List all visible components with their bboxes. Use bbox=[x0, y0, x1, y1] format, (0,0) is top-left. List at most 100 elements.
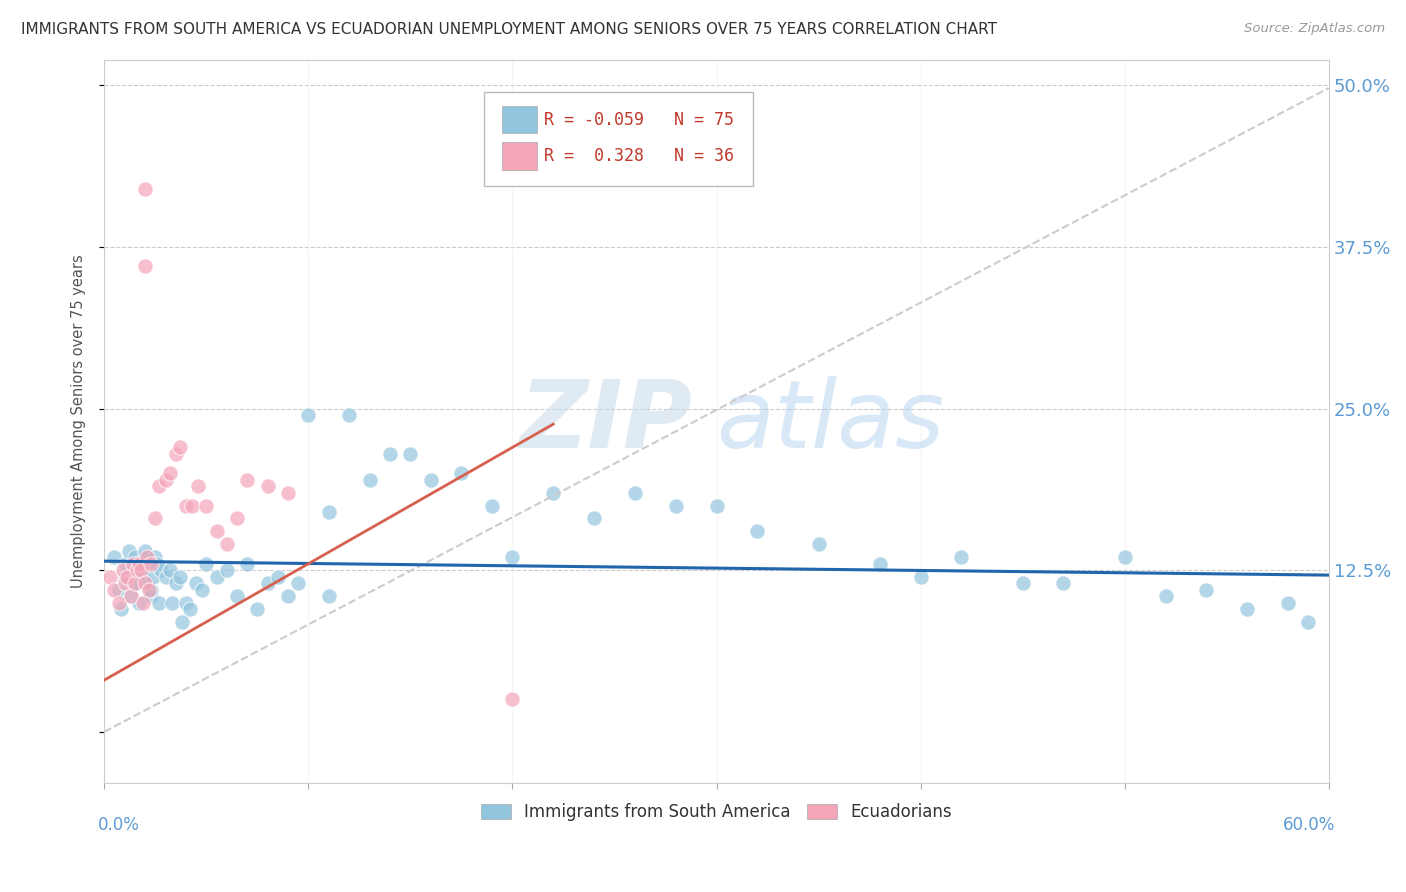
Point bbox=[129, 563, 152, 577]
Point bbox=[215, 563, 238, 577]
Point bbox=[165, 576, 187, 591]
Point bbox=[114, 576, 136, 591]
Point bbox=[1011, 576, 1033, 591]
Point bbox=[1052, 576, 1074, 591]
Point bbox=[1236, 602, 1258, 616]
Point bbox=[134, 550, 156, 565]
Y-axis label: Unemployment Among Seniors over 75 years: Unemployment Among Seniors over 75 years bbox=[72, 255, 86, 589]
Point bbox=[169, 569, 191, 583]
Point bbox=[195, 499, 218, 513]
Point bbox=[107, 595, 129, 609]
Point bbox=[132, 595, 155, 609]
Point bbox=[115, 569, 138, 583]
Point bbox=[121, 557, 143, 571]
Point bbox=[226, 589, 249, 603]
Point bbox=[100, 569, 122, 583]
Point bbox=[236, 473, 259, 487]
Point bbox=[277, 589, 299, 603]
Point bbox=[124, 576, 146, 591]
Point bbox=[170, 615, 193, 629]
Point bbox=[155, 473, 177, 487]
Point bbox=[869, 557, 891, 571]
Point bbox=[134, 182, 156, 196]
Point bbox=[419, 473, 441, 487]
Point bbox=[148, 479, 170, 493]
Point bbox=[191, 582, 214, 597]
Point bbox=[624, 485, 647, 500]
Point bbox=[103, 582, 125, 597]
Point bbox=[120, 589, 142, 603]
Point bbox=[543, 485, 565, 500]
Point bbox=[142, 569, 165, 583]
Point bbox=[256, 576, 278, 591]
Point bbox=[910, 569, 932, 583]
Point bbox=[125, 563, 148, 577]
Point bbox=[807, 537, 830, 551]
Point bbox=[359, 473, 381, 487]
Point bbox=[706, 499, 728, 513]
Point bbox=[103, 550, 125, 565]
FancyBboxPatch shape bbox=[484, 92, 754, 186]
Point bbox=[174, 499, 197, 513]
Point bbox=[277, 485, 299, 500]
Point bbox=[501, 550, 523, 565]
Point bbox=[165, 447, 187, 461]
Point bbox=[399, 447, 422, 461]
Text: R = -0.059   N = 75: R = -0.059 N = 75 bbox=[544, 111, 734, 128]
Point bbox=[205, 569, 228, 583]
Point bbox=[195, 557, 218, 571]
Point bbox=[226, 511, 249, 525]
Point bbox=[159, 467, 181, 481]
Point bbox=[1114, 550, 1136, 565]
Point bbox=[118, 544, 141, 558]
Point bbox=[747, 524, 769, 539]
Point bbox=[148, 595, 170, 609]
Point bbox=[134, 576, 156, 591]
Point bbox=[1277, 595, 1299, 609]
Point bbox=[129, 557, 152, 571]
Point bbox=[124, 576, 146, 591]
Point bbox=[184, 576, 207, 591]
Point bbox=[181, 499, 204, 513]
Point bbox=[134, 260, 156, 274]
Text: ZIP: ZIP bbox=[519, 376, 692, 467]
Point bbox=[287, 576, 309, 591]
Point bbox=[583, 511, 606, 525]
Point bbox=[246, 602, 269, 616]
Point bbox=[143, 550, 166, 565]
Point bbox=[236, 557, 259, 571]
Point bbox=[138, 557, 160, 571]
Point bbox=[138, 582, 160, 597]
Point bbox=[1298, 615, 1320, 629]
Point bbox=[136, 550, 159, 565]
Point bbox=[124, 550, 146, 565]
Point bbox=[128, 595, 150, 609]
Point bbox=[187, 479, 209, 493]
Point bbox=[121, 557, 143, 571]
Legend: Immigrants from South America, Ecuadorians: Immigrants from South America, Ecuadoria… bbox=[472, 795, 960, 830]
Point bbox=[1154, 589, 1177, 603]
Point bbox=[155, 569, 177, 583]
Point bbox=[129, 563, 152, 577]
Text: 0.0%: 0.0% bbox=[98, 816, 141, 834]
Point bbox=[450, 467, 472, 481]
Text: 60.0%: 60.0% bbox=[1282, 816, 1334, 834]
Point bbox=[128, 557, 150, 571]
Point bbox=[1195, 582, 1218, 597]
Point bbox=[160, 595, 183, 609]
Point bbox=[378, 447, 401, 461]
Text: R =  0.328   N = 36: R = 0.328 N = 36 bbox=[544, 147, 734, 165]
Point bbox=[179, 602, 201, 616]
Point bbox=[141, 582, 163, 597]
Point bbox=[337, 408, 360, 422]
Point bbox=[665, 499, 688, 513]
Point bbox=[215, 537, 238, 551]
Point bbox=[136, 576, 159, 591]
Point bbox=[141, 557, 163, 571]
Point bbox=[297, 408, 319, 422]
Point bbox=[256, 479, 278, 493]
Point bbox=[114, 557, 136, 571]
Point bbox=[114, 569, 136, 583]
Point bbox=[481, 499, 503, 513]
Text: Source: ZipAtlas.com: Source: ZipAtlas.com bbox=[1244, 22, 1385, 36]
